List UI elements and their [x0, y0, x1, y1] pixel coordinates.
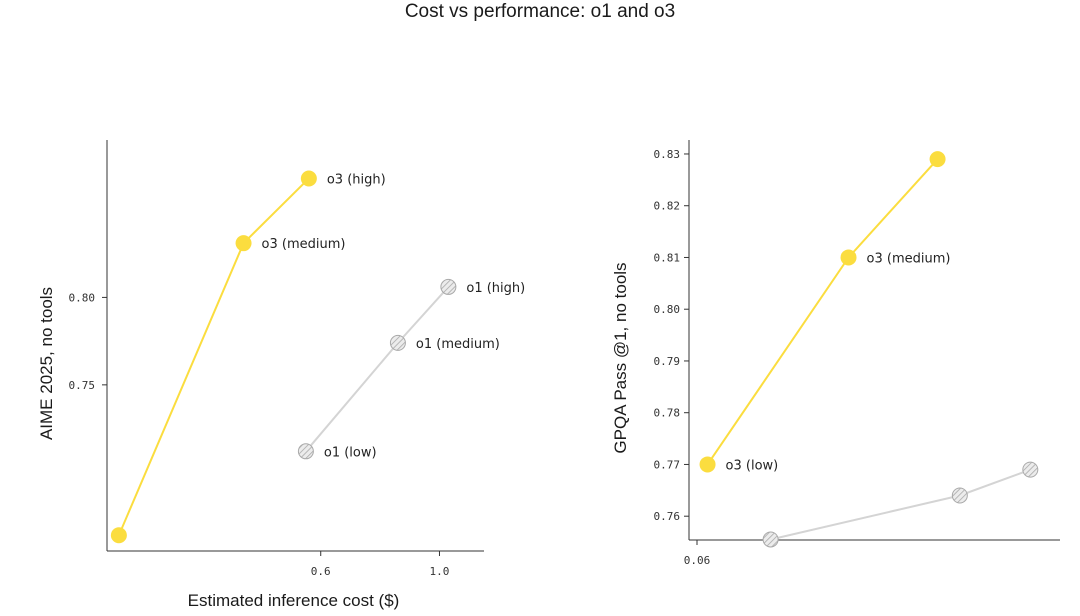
data-point-o3 [840, 249, 857, 266]
data-point-o3 [699, 456, 716, 473]
y-axis-label: AIME 2025, no tools [37, 287, 56, 440]
data-point-o3 [929, 151, 946, 168]
data-label: o1 (high) [466, 281, 525, 296]
data-point-o1 [762, 531, 779, 548]
y-tick-label: 0.79 [654, 355, 681, 368]
gpqa-chart-panel: 0.76 0.77 0.78 0.79 0.80 0.81 0.82 0.83 0.06 GPQA… [611, 140, 1060, 567]
x-tick-label: 0.6 [311, 565, 331, 578]
data-point-o3 [110, 527, 127, 544]
aime-chart-panel: 0.75 0.80 0.6 1.0 AIME 2025, no tools Estimat… [37, 140, 525, 610]
data-label: o3 (medium) [867, 251, 951, 266]
y-tick-label: 0.78 [654, 407, 681, 420]
series-line-o3 [706, 158, 939, 466]
y-tick-label: 0.76 [654, 510, 681, 523]
data-point-o3 [235, 235, 252, 252]
data-point-o1 [1022, 461, 1039, 478]
data-point-o1 [951, 487, 968, 504]
y-tick-label: 0.83 [654, 148, 681, 161]
y-axis-label: GPQA Pass @1, no tools [611, 262, 630, 453]
data-label: o3 (high) [327, 172, 386, 187]
data-label: o1 (low) [324, 445, 377, 460]
data-point-o3 [300, 170, 317, 187]
data-label: o1 (medium) [416, 337, 500, 352]
y-tick-label: 0.81 [654, 251, 681, 264]
y-tick-label: 0.80 [654, 303, 681, 316]
y-tick-label: 0.77 [654, 458, 681, 471]
y-tick-label: 0.75 [69, 379, 96, 392]
series-line-o3 [117, 177, 310, 536]
y-tick-label: 0.80 [69, 291, 96, 304]
data-label: o3 (medium) [262, 237, 346, 252]
data-point-o1 [389, 334, 406, 351]
data-point-o1 [297, 443, 314, 460]
data-label: o3 (low) [726, 458, 779, 473]
series-line-o1 [305, 286, 450, 452]
data-point-o1 [440, 278, 457, 295]
x-tick-label: 1.0 [430, 565, 450, 578]
page-title: Cost vs performance: o1 and o3 [404, 1, 676, 22]
x-tick-label: 0.06 [684, 554, 711, 567]
x-axis-label: Estimated inference cost ($) [188, 591, 400, 610]
series-line-o1 [770, 468, 1031, 541]
y-tick-label: 0.82 [654, 200, 681, 213]
